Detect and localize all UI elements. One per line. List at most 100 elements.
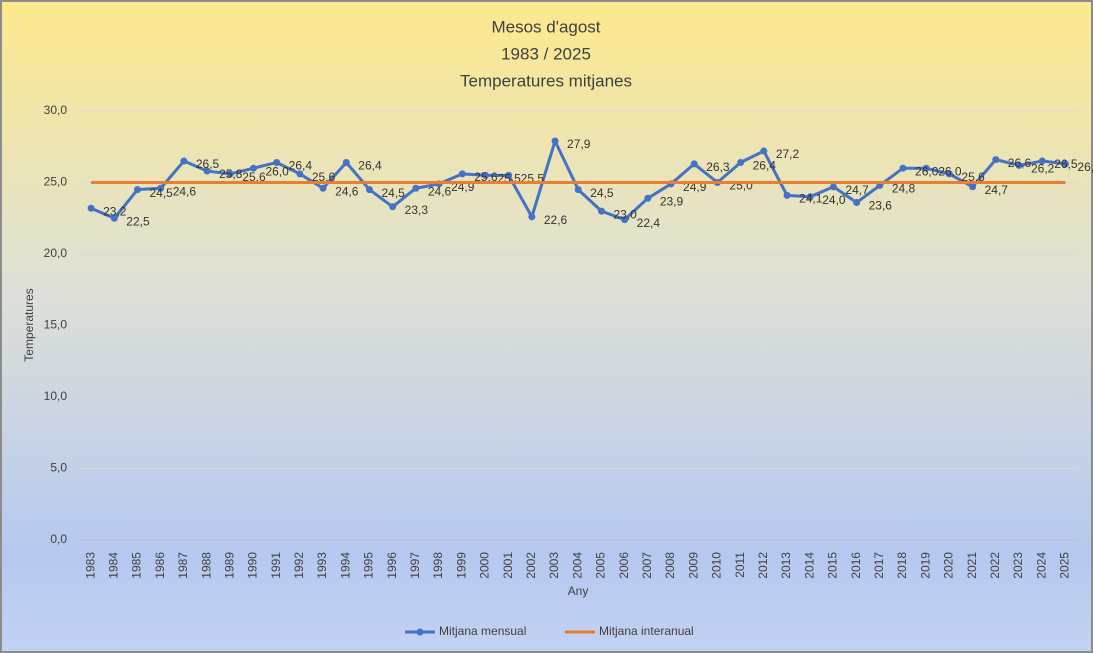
x-tick-label: 2008 — [663, 552, 677, 579]
x-tick-label: 1988 — [199, 552, 213, 579]
y-tick-label: 10,0 — [44, 389, 68, 403]
x-tick-label: 2016 — [849, 552, 863, 579]
data-label: 25,6 — [961, 170, 985, 184]
point — [783, 191, 791, 199]
point — [1061, 160, 1069, 168]
data-label: 26,4 — [358, 159, 382, 173]
point — [87, 204, 95, 212]
legend-label: Mitjana mensual — [439, 624, 526, 638]
data-label: 26,6 — [1008, 156, 1032, 170]
data-label: 24,5 — [149, 186, 173, 200]
point — [1015, 161, 1023, 169]
y-tick-label: 20,0 — [44, 246, 68, 260]
data-label: 26,0 — [938, 164, 962, 178]
point — [342, 158, 350, 166]
x-tick-label: 2017 — [872, 552, 886, 579]
data-label: 24,8 — [892, 182, 916, 196]
data-label: 24,7 — [985, 183, 1009, 197]
point — [133, 186, 141, 194]
x-axis-label: Any — [568, 584, 589, 598]
point — [249, 164, 257, 172]
x-tick-label: 1984 — [106, 552, 120, 579]
data-label: 26,0 — [265, 164, 289, 178]
point — [551, 137, 559, 145]
x-tick-label: 2022 — [988, 552, 1002, 579]
y-tick-label: 0,0 — [50, 532, 67, 546]
x-tick-label: 2004 — [570, 552, 584, 579]
point — [644, 194, 652, 202]
data-label: 22,6 — [544, 213, 568, 227]
x-tick-label: 2020 — [942, 552, 956, 579]
data-label: 27,2 — [776, 147, 800, 161]
point — [760, 147, 768, 155]
legend-label: Mitjana interanual — [599, 624, 694, 638]
data-label: 26,4 — [753, 159, 777, 173]
data-label: 22,5 — [126, 214, 150, 228]
x-tick-label: 1992 — [292, 552, 306, 579]
data-label: 22,4 — [637, 216, 661, 230]
y-axis-label: Temperatures — [22, 288, 36, 361]
point — [296, 170, 304, 178]
point — [1038, 157, 1046, 165]
point — [829, 183, 837, 191]
point — [922, 164, 930, 172]
x-tick-label: 2005 — [594, 552, 608, 579]
point — [690, 160, 698, 168]
point — [273, 158, 281, 166]
data-label: 24,7 — [845, 183, 869, 197]
data-label: 23,6 — [869, 199, 893, 213]
x-tick-label: 1983 — [83, 552, 97, 579]
legend-marker — [416, 628, 424, 636]
x-tick-label: 1998 — [431, 552, 445, 579]
point — [365, 186, 373, 194]
x-tick-label: 1989 — [222, 552, 236, 579]
data-label: 26,3 — [706, 160, 730, 174]
x-tick-label: 2003 — [547, 552, 561, 579]
point — [737, 158, 745, 166]
data-label: 26,5 — [196, 157, 220, 171]
data-label: 25,8 — [219, 167, 243, 181]
x-tick-label: 1993 — [315, 552, 329, 579]
data-label: 24,0 — [822, 193, 846, 207]
point — [806, 193, 814, 201]
x-tick-label: 2009 — [686, 552, 700, 579]
data-label: 24,6 — [335, 184, 359, 198]
x-tick-label: 2000 — [478, 552, 492, 579]
x-tick-label: 1995 — [362, 552, 376, 579]
data-label: 25,6 — [312, 170, 336, 184]
x-tick-label: 2019 — [918, 552, 932, 579]
x-tick-label: 2013 — [779, 552, 793, 579]
x-tick-label: 1991 — [269, 552, 283, 579]
data-label: 26,2 — [1031, 162, 1055, 176]
data-label: 26,3 — [1077, 160, 1093, 174]
chart-title: 1983 / 2025 — [501, 44, 591, 63]
x-tick-label: 2010 — [710, 552, 724, 579]
point — [621, 216, 629, 224]
point — [992, 156, 1000, 164]
x-tick-label: 1985 — [130, 552, 144, 579]
point — [969, 183, 977, 191]
data-label: 23,3 — [405, 203, 429, 217]
data-label: 24,5 — [381, 186, 405, 200]
y-tick-label: 15,0 — [44, 318, 68, 332]
x-tick-label: 2014 — [802, 552, 816, 579]
point — [157, 184, 165, 192]
data-label: 25,6 — [474, 170, 498, 184]
point — [853, 199, 861, 207]
data-label: 23,9 — [660, 194, 684, 208]
data-label: 23,2 — [103, 204, 127, 218]
point — [505, 171, 513, 179]
chart-title: Temperatures mitjanes — [460, 71, 632, 90]
point — [389, 203, 397, 211]
point — [110, 214, 118, 222]
point — [574, 186, 582, 194]
x-tick-label: 2025 — [1058, 552, 1072, 579]
point — [481, 171, 489, 179]
data-label: 23,0 — [613, 207, 637, 221]
data-label: 26,5 — [1054, 157, 1078, 171]
data-label: 24,1 — [799, 192, 823, 206]
x-tick-label: 1999 — [454, 552, 468, 579]
point — [180, 157, 188, 165]
